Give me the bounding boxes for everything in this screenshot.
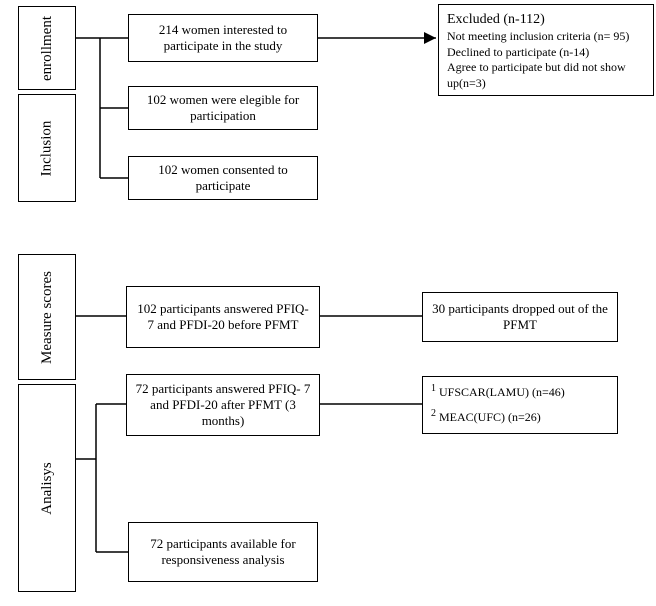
box-excluded-title: Excluded (n-112) <box>447 11 645 29</box>
box-analysis-available: 72 participants available for responsive… <box>128 522 318 582</box>
box-excluded-line3: Agree to participate but did not show up… <box>447 60 645 91</box>
box-enrollment-eligible: 102 women were elegible for participatio… <box>128 86 318 130</box>
box-measure-before-text: 102 participants answered PFIQ- 7 and PF… <box>133 301 313 334</box>
box-enrollment-interested-text: 214 women interested to participate in t… <box>135 22 311 55</box>
box-dropped-text: 30 participants dropped out of the PFMT <box>429 301 611 334</box>
box-sites-line2: MEAC(UFC) (n=26) <box>436 410 541 424</box>
box-analysis-available-text: 72 participants available for responsive… <box>135 536 311 569</box>
phase-measure: Measure scores <box>18 254 76 380</box>
box-enrollment-consented: 102 women consented to participate <box>128 156 318 200</box>
flowchart-canvas: enrollment Inclusion Measure scores Anal… <box>0 0 656 606</box>
box-excluded-line2: Declined to participate (n-14) <box>447 45 645 61</box>
box-excluded-line1: Not meeting inclusion criteria (n= 95) <box>447 29 645 45</box>
box-sites: 1 UFSCAR(LAMU) (n=46) 2 MEAC(UFC) (n=26) <box>422 376 618 434</box>
box-enrollment-eligible-text: 102 women were elegible for participatio… <box>135 92 311 125</box>
box-analysis-after: 72 participants answered PFIQ- 7 and PFD… <box>126 374 320 436</box>
phase-measure-label: Measure scores <box>39 271 56 364</box>
phase-analisys: Analisys <box>18 384 76 592</box>
box-excluded: Excluded (n-112) Not meeting inclusion c… <box>438 4 654 96</box>
phase-enrollment: enrollment <box>18 6 76 90</box>
phase-inclusion: Inclusion <box>18 94 76 202</box>
phase-inclusion-label: Inclusion <box>38 120 55 176</box>
box-measure-before: 102 participants answered PFIQ- 7 and PF… <box>126 286 320 348</box>
box-dropped: 30 participants dropped out of the PFMT <box>422 292 618 342</box>
box-analysis-after-text: 72 participants answered PFIQ- 7 and PFD… <box>133 381 313 430</box>
box-enrollment-consented-text: 102 women consented to participate <box>135 162 311 195</box>
box-sites-line1: UFSCAR(LAMU) (n=46) <box>436 385 565 399</box>
phase-enrollment-label: enrollment <box>39 16 56 81</box>
box-enrollment-interested: 214 women interested to participate in t… <box>128 14 318 62</box>
phase-analisys-label: Analisys <box>39 462 56 515</box>
